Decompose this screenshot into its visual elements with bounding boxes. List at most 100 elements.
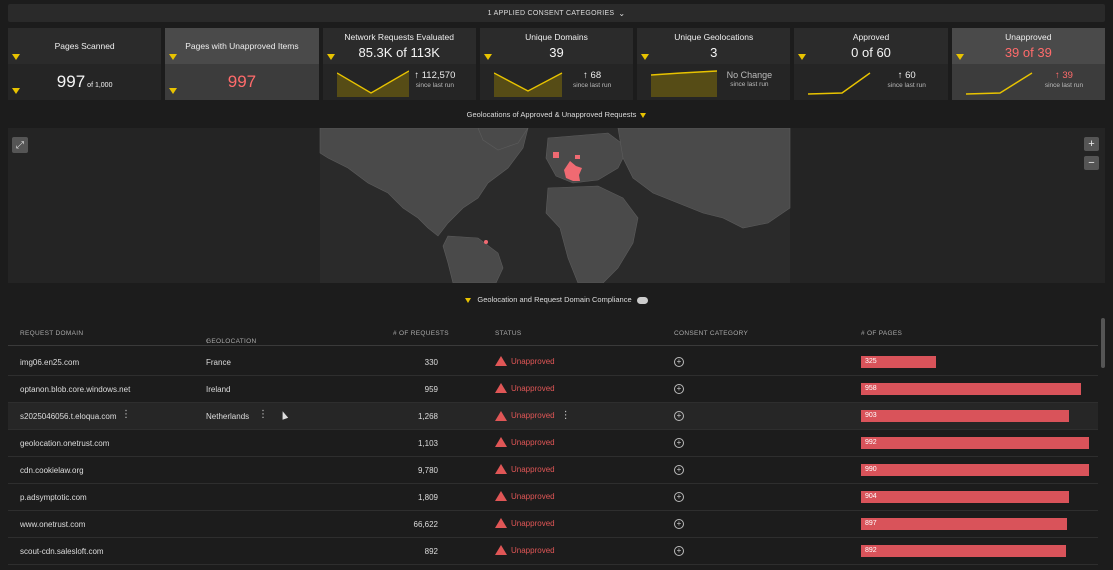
warning-icon: [495, 518, 507, 528]
sparkline-chart: [808, 72, 871, 95]
request-count: 9,780: [417, 466, 438, 475]
request-domain: img06.en25.com: [20, 358, 80, 367]
more-options-icon[interactable]: ⋮: [258, 409, 268, 420]
sparkline-area: [336, 71, 409, 97]
filter-icon[interactable]: [169, 54, 178, 60]
add-consent-category-icon[interactable]: +: [674, 357, 684, 367]
add-consent-category-icon[interactable]: +: [674, 384, 684, 394]
filter-icon[interactable]: [465, 297, 472, 303]
card-delta-sub: since last run: [572, 82, 612, 89]
north-america-landmass: [319, 128, 529, 237]
add-consent-category-icon[interactable]: +: [674, 411, 684, 421]
pages-bar: 992: [861, 437, 1089, 449]
card-delta: No Change: [726, 70, 773, 80]
filter-icon[interactable]: [169, 88, 178, 94]
zoom-out-button[interactable]: −: [1084, 156, 1099, 170]
pages-bar: 892: [861, 545, 1066, 557]
filter-icon[interactable]: [955, 54, 964, 60]
status-badge: Unapproved: [495, 464, 555, 474]
status-badge: Unapproved: [495, 383, 555, 393]
table-row[interactable]: cdn.cookielaw.org 9,780 Unapproved +990: [8, 457, 1098, 484]
pages-count: 892: [865, 547, 877, 554]
card-title: Unique Geolocations: [674, 32, 754, 42]
pages-count: 325: [865, 358, 877, 365]
card-delta-sub: since last run: [730, 81, 769, 88]
col-status[interactable]: STATUS: [495, 330, 522, 337]
sparkline-chart: [493, 72, 563, 97]
request-count: 892: [424, 547, 438, 556]
table-row[interactable]: scout-cdn.salesloft.com 892 Unapproved +892: [8, 538, 1098, 565]
card-unapproved[interactable]: Unapproved 39 of 39 ↑ 39 since last run: [951, 28, 1105, 100]
card-pages-scanned[interactable]: Pages Scanned 997 of 1,000: [8, 28, 162, 100]
add-consent-category-icon[interactable]: +: [674, 546, 684, 556]
zoom-in-button[interactable]: +: [1084, 137, 1099, 151]
chevron-down-icon: ⌄: [618, 8, 626, 18]
scrollbar[interactable]: [1101, 318, 1105, 368]
filter-icon[interactable]: [798, 54, 807, 60]
pages-count: 897: [865, 520, 877, 527]
summary-cards: Pages Scanned 997 of 1,000 Pages with Una…: [8, 28, 1105, 100]
applied-consent-categories-toggle[interactable]: 1 APPLIED CONSENT CATEGORIES ⌄: [8, 4, 1105, 22]
geolocation-map[interactable]: [8, 128, 1105, 283]
col-pages[interactable]: # OF PAGES: [861, 330, 903, 337]
more-options-icon[interactable]: ⋮: [560, 410, 571, 421]
sparkline-area: [651, 71, 718, 97]
filter-icon[interactable]: [641, 54, 650, 60]
filter-icon[interactable]: [483, 54, 492, 60]
col-consent-category[interactable]: CONSENT CATEGORY: [674, 330, 749, 337]
card-title: Pages Scanned: [54, 41, 115, 51]
col-requests[interactable]: # OF REQUESTS: [393, 330, 449, 337]
table-row[interactable]: img06.en25.com France 330 Unapproved +325: [8, 349, 1098, 376]
request-domain: s2025046056.t.eloqua.com: [20, 412, 117, 421]
expand-icon: ⤢: [16, 139, 24, 151]
table-row[interactable]: p.adsymptotic.com 1,809 Unapproved +904: [8, 484, 1098, 511]
card-delta-sub: since last run: [1044, 82, 1084, 89]
card-title: Unique Domains: [525, 32, 588, 42]
more-options-icon[interactable]: ⋮: [121, 409, 131, 420]
warning-icon: [495, 383, 507, 393]
expand-map-button[interactable]: ⤢: [12, 137, 28, 153]
card-delta: ↑ 112,570: [414, 70, 456, 81]
add-consent-category-icon[interactable]: +: [674, 438, 684, 448]
sparkline-area: [493, 73, 562, 97]
status-badge: Unapproved ⋮: [495, 410, 571, 421]
filter-icon[interactable]: [12, 88, 20, 94]
request-count: 66,622: [413, 520, 438, 529]
table-row[interactable]: optanon.blob.core.windows.net Ireland 959 U…: [8, 376, 1098, 403]
sparkline-chart: [336, 70, 409, 97]
card-unique-geolocations[interactable]: Unique Geolocations 3 No Change since la…: [637, 28, 791, 100]
pages-count: 990: [865, 466, 877, 473]
africa-landmass: [545, 185, 639, 283]
table-title: Geolocation and Request Domain Complianc…: [0, 295, 1113, 304]
filter-icon[interactable]: [640, 112, 647, 118]
request-count: 330: [424, 358, 438, 367]
consent-bar-label: 1 APPLIED CONSENT CATEGORIES: [487, 9, 615, 17]
card-value: 997: [227, 72, 257, 91]
col-request-domain[interactable]: REQUEST DOMAIN: [20, 330, 84, 337]
card-unique-domains[interactable]: Unique Domains 39 ↑ 68 since last run: [479, 28, 634, 100]
geolocation: Netherlands: [206, 412, 250, 421]
card-pages-unapproved[interactable]: Pages with Unapproved Items 997: [165, 28, 319, 100]
pages-bar: 325: [861, 356, 936, 368]
add-consent-category-icon[interactable]: +: [674, 492, 684, 502]
request-domain: optanon.blob.core.windows.net: [20, 385, 131, 394]
request-domain: p.adsymptotic.com: [20, 493, 87, 502]
pages-count: 904: [865, 493, 877, 500]
filter-icon[interactable]: [12, 54, 20, 60]
request-domain: www.onetrust.com: [20, 520, 86, 529]
request-count: 959: [424, 385, 438, 394]
greenland-landmass: [477, 128, 529, 151]
card-value: 85.3K of 113K: [358, 45, 440, 60]
card-approved[interactable]: Approved 0 of 60 ↑ 60 since last run: [794, 28, 948, 100]
table-row[interactable]: geolocation.onetrust.com 1,103 Unapproved +…: [8, 430, 1098, 457]
filter-icon[interactable]: [326, 54, 335, 60]
table-row[interactable]: www.onetrust.com 66,622 Unapproved +897: [8, 511, 1098, 538]
request-count: 1,268: [417, 412, 438, 421]
add-consent-category-icon[interactable]: +: [674, 465, 684, 475]
cloud-download-icon[interactable]: [636, 296, 648, 304]
card-delta: ↑ 60: [897, 70, 916, 81]
table-row[interactable]: s2025046056.t.eloqua.com ⋮ Netherlands ⋮ 1,2…: [8, 403, 1098, 430]
map-title: Geolocations of Approved & Unapproved Re…: [0, 110, 1113, 119]
card-network-requests[interactable]: Network Requests Evaluated 85.3K of 113K…: [322, 28, 476, 100]
add-consent-category-icon[interactable]: +: [674, 519, 684, 529]
